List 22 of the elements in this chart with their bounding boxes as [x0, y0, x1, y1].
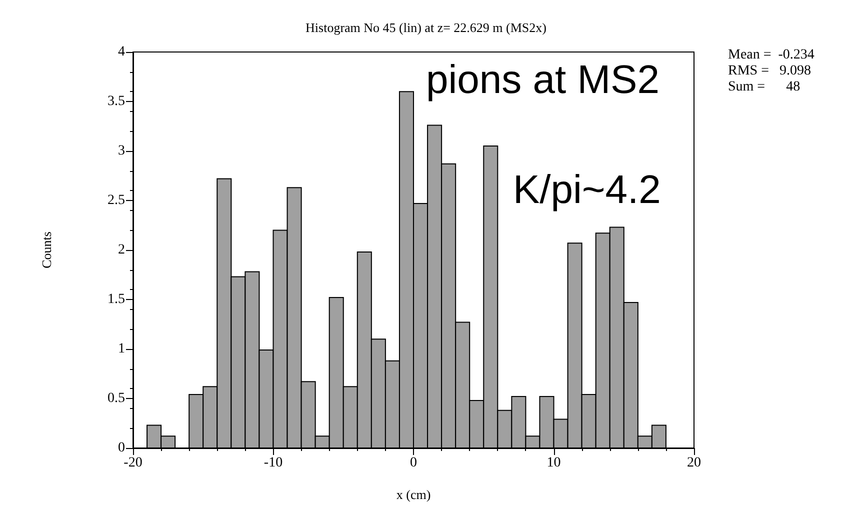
x-axis-title: x (cm) [396, 487, 431, 502]
y-tick-label: 4 [118, 44, 125, 60]
text: Sum = 48 [728, 80, 800, 94]
y-axis-title: Counts [39, 232, 54, 268]
y-tick-label: 0.5 [108, 391, 125, 406]
y-tick-label: 1.5 [108, 292, 125, 307]
chart-title: Histogram No 45 (lin) at z= 22.629 m (MS2x) [306, 20, 546, 35]
x-tick-label: 20 [687, 456, 701, 470]
x-tick-label: 10 [546, 456, 561, 470]
x-tick-label: 0 [410, 456, 417, 470]
y-tick-label: 0 [118, 440, 125, 456]
x-tick-label: -20 [124, 456, 142, 470]
y-tick-label: 2.5 [108, 193, 125, 208]
y-tick-label: 3.5 [108, 94, 125, 109]
y-tick-label: 2 [118, 242, 125, 258]
text: RMS = 9.098 [728, 64, 811, 78]
text: Mean = -0.234 [728, 48, 814, 62]
y-tick-label: 3 [118, 144, 125, 158]
annotation: pions at MS2 [426, 58, 660, 102]
x-tick-label: -10 [264, 456, 283, 470]
y-tick-label: 1 [118, 342, 125, 356]
annotation: K/pi~4.2 [513, 168, 661, 212]
